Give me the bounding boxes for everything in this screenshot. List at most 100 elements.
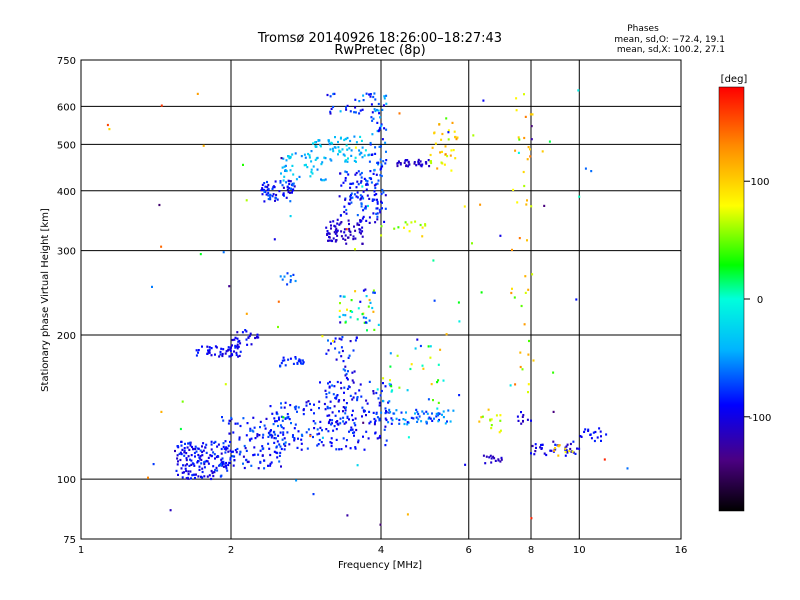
data-point [183,447,186,450]
data-point [351,428,354,431]
data-point [533,453,536,456]
data-point [214,457,216,460]
data-point [410,221,413,224]
data-point [434,142,437,145]
data-point [522,170,525,174]
data-point [220,474,223,477]
data-point [316,428,319,431]
data-point [286,188,289,191]
data-point [224,383,227,386]
data-point [284,169,287,172]
data-point [354,146,357,149]
data-point [226,349,229,352]
data-point [328,385,331,388]
data-point [356,196,359,199]
data-point [364,288,367,291]
data-point [245,312,248,315]
data-point [241,331,244,334]
data-point [339,295,342,298]
data-point [195,349,198,352]
data-point [257,453,260,456]
data-point [370,153,373,156]
data-point [339,381,342,384]
data-point [151,285,153,288]
data-point [227,463,230,467]
data-point [490,427,493,430]
data-point [407,165,410,168]
data-point [274,433,277,436]
data-point [445,117,448,120]
data-point [292,434,294,437]
data-point [436,167,439,170]
data-point [291,435,294,438]
data-point [376,212,379,215]
data-point [333,425,336,428]
data-point [443,163,446,166]
data-point [336,218,339,221]
data-point [313,403,315,406]
data-point [353,431,356,434]
data-point [489,418,492,421]
data-point [279,180,282,183]
data-point [445,333,448,336]
data-point [399,163,402,166]
data-point [363,177,366,180]
data-point [352,349,355,352]
data-point [351,414,353,417]
data-point [447,131,450,134]
data-point [338,149,341,152]
data-point [316,444,319,447]
data-point [329,110,332,113]
data-point [267,464,269,467]
data-point [267,194,270,197]
data-point [587,428,590,431]
data-point [208,474,211,477]
data-point [338,399,341,402]
data-point [385,102,388,105]
data-point [433,132,436,135]
data-point [352,238,355,241]
data-point [433,299,436,302]
data-point [365,183,368,186]
data-point [306,166,309,169]
data-point [242,417,245,420]
data-point [569,442,572,446]
data-point [193,473,196,476]
data-point [540,447,543,450]
data-point [216,445,219,448]
data-point [213,453,216,456]
data-point [335,438,338,441]
data-point [358,149,361,152]
data-point [388,382,391,386]
data-point [285,196,288,199]
data-point [292,173,295,176]
data-point [243,466,246,470]
data-point [329,148,332,151]
data-point [352,182,355,185]
data-point [299,359,302,362]
data-point [334,414,337,417]
data-point [256,333,259,336]
data-point [558,444,561,447]
data-point [220,447,223,451]
data-point [379,523,382,526]
data-point [281,438,284,441]
data-point [382,400,385,403]
data-point [287,415,290,419]
data-point [365,414,367,417]
data-point [437,379,440,382]
data-point [376,182,379,185]
data-point [228,461,231,464]
data-point [355,336,358,340]
data-point [497,458,500,461]
data-point [302,361,305,364]
data-point [362,197,365,200]
data-point [361,242,364,245]
data-point [218,355,221,358]
data-point [368,410,371,413]
data-point [321,179,324,182]
data-point [511,287,513,290]
data-point [512,188,515,191]
data-point [206,460,209,463]
data-point [231,338,234,342]
